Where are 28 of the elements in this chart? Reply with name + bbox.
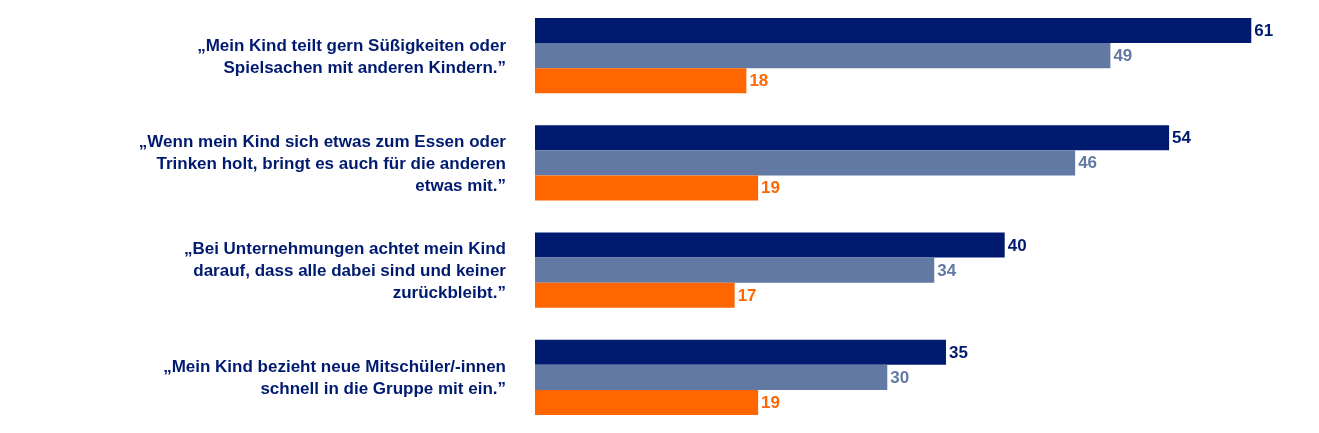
data-label: 35 [948, 342, 968, 362]
data-label: 49 [1113, 46, 1133, 66]
bar [535, 18, 1252, 44]
y-tick-label: „Mein Kind bezieht neue Mitschüler/-innen schnell in die Gruppe mit ein.” [163, 357, 506, 399]
bar [535, 282, 735, 308]
bar [535, 125, 1170, 151]
y-tick-label: „Wenn mein Kind sich etwas zum Essen oder Trinken holt, bringt es auch für die anderen etwas mit.” [138, 131, 507, 195]
bar [535, 257, 935, 283]
bar [535, 43, 1111, 69]
data-label: 34 [937, 260, 957, 280]
data-label: 17 [737, 285, 757, 305]
bar [535, 232, 1005, 258]
bar [535, 150, 1076, 176]
y-tick-label: „Mein Kind teilt gern Süßigkeiten oder Spielsachen mit anderen Kindern.” [197, 35, 507, 77]
data-label: 40 [1007, 235, 1027, 255]
data-label: 18 [749, 71, 769, 91]
bar [535, 175, 759, 201]
bar [535, 68, 747, 94]
data-label: 30 [890, 367, 910, 387]
data-label: 19 [761, 178, 781, 198]
data-label: 46 [1078, 153, 1098, 173]
y-tick-label: „Bei Unternehmungen achtet mein Kind darauf, dass alle dabei sind und keiner zurückbleibt.” [183, 238, 507, 303]
bar [535, 339, 946, 365]
data-label: 61 [1254, 21, 1274, 41]
data-label: 19 [761, 392, 781, 412]
bar [535, 364, 888, 390]
bar [535, 389, 759, 415]
data-label: 54 [1172, 128, 1192, 148]
